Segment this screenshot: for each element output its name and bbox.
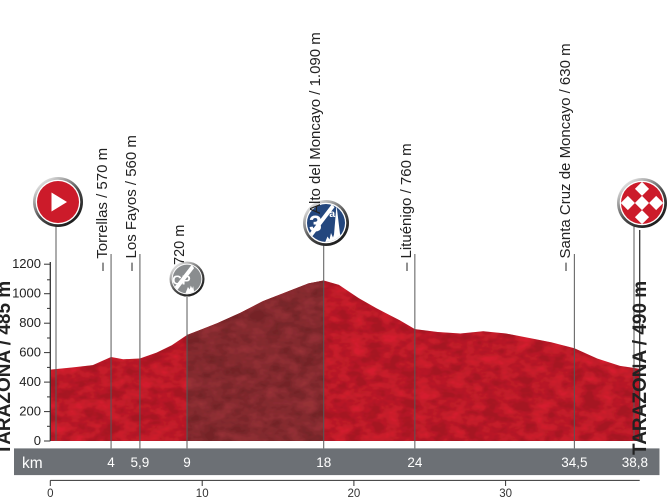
svg-text:24: 24 [407,455,423,470]
svg-text:CP: CP [172,273,191,288]
svg-text:18: 18 [316,455,331,470]
svg-text:5,9: 5,9 [131,455,150,470]
svg-text:1000: 1000 [12,286,41,301]
svg-text:4: 4 [107,455,115,470]
svg-text:30: 30 [499,488,512,500]
svg-text:9: 9 [183,455,191,470]
svg-text:38,8: 38,8 [622,455,648,470]
svg-text:200: 200 [19,404,41,419]
svg-text:0: 0 [47,488,53,500]
svg-text:3: 3 [309,211,322,237]
svg-text:400: 400 [19,374,41,389]
svg-text:34,5: 34,5 [561,455,587,470]
svg-text:600: 600 [19,345,41,360]
svg-text:1200: 1200 [12,256,41,271]
svg-text:0: 0 [34,433,41,448]
svg-text:10: 10 [196,488,209,500]
svg-text:km: km [22,455,43,472]
svg-text:800: 800 [19,315,41,330]
svg-text:a: a [329,208,335,220]
svg-text:20: 20 [348,488,361,500]
